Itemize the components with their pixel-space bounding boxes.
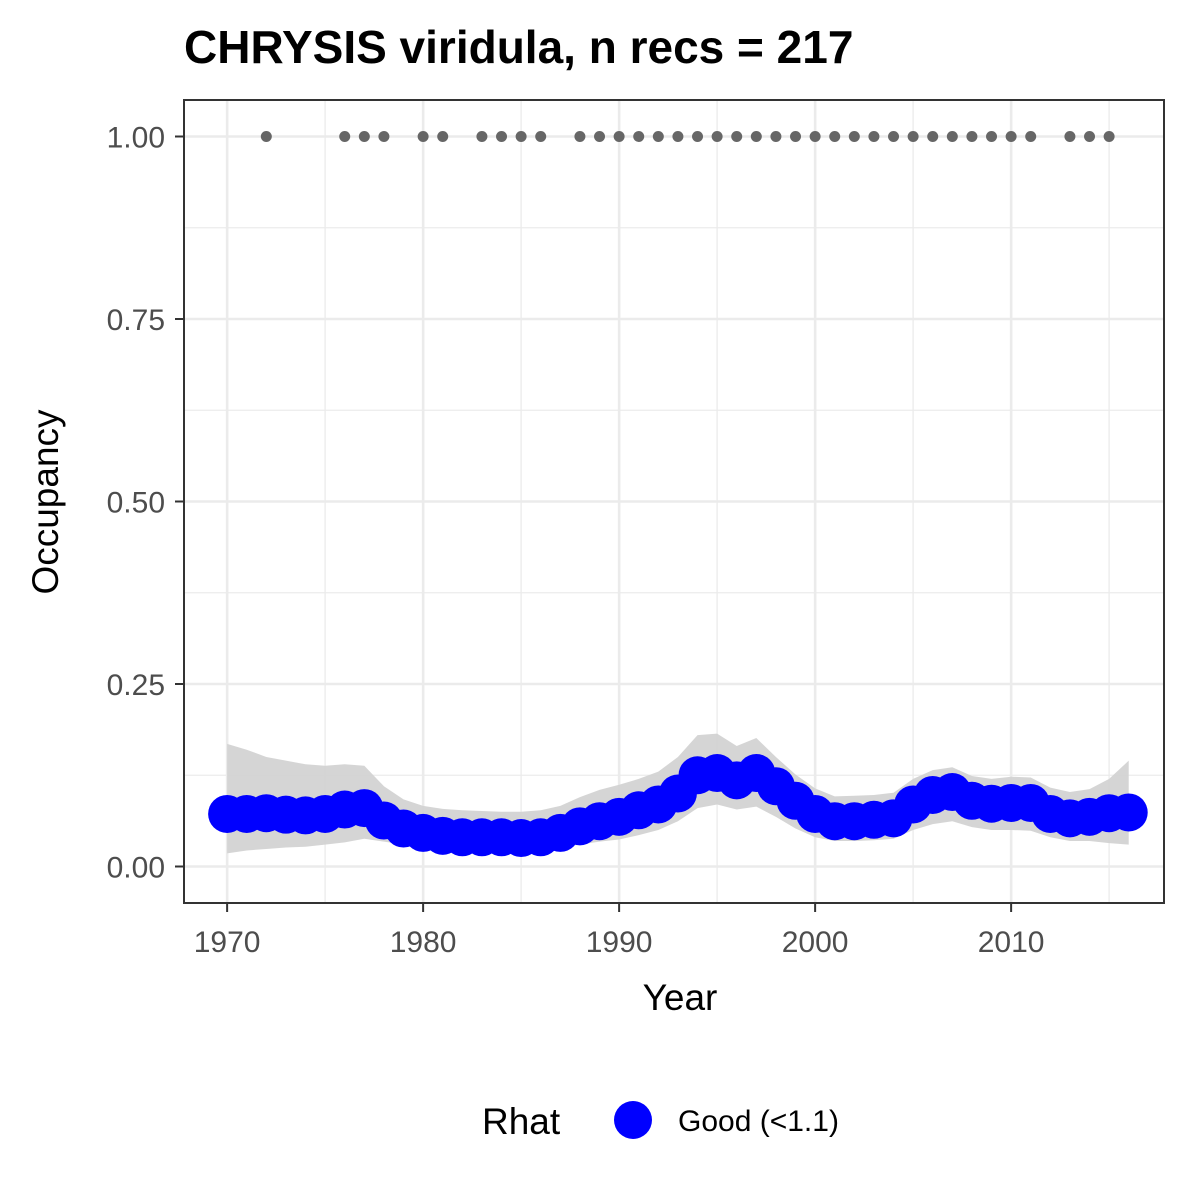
record-point xyxy=(907,131,919,142)
occupancy-series xyxy=(208,754,1148,858)
legend-marker-good xyxy=(614,1101,652,1139)
record-point xyxy=(750,131,762,142)
record-point xyxy=(692,131,704,142)
record-point xyxy=(652,131,664,142)
y-axis-title: Occupancy xyxy=(25,409,66,595)
record-point xyxy=(574,131,586,142)
record-point xyxy=(1005,131,1017,142)
y-tick-label: 0.75 xyxy=(107,304,165,337)
legend-label-good: Good (<1.1) xyxy=(678,1105,839,1138)
record-point xyxy=(711,131,723,142)
x-tick-label: 2000 xyxy=(782,926,849,959)
chart-title: CHRYSIS viridula, n recs = 217 xyxy=(184,21,853,73)
record-point xyxy=(829,131,841,142)
record-point xyxy=(594,131,606,142)
record-point xyxy=(417,131,429,142)
record-point xyxy=(378,131,390,142)
record-point xyxy=(946,131,958,142)
record-point xyxy=(633,131,645,142)
record-point xyxy=(515,131,527,142)
record-point xyxy=(496,131,508,142)
record-point xyxy=(1025,131,1037,142)
y-tick-label: 0.25 xyxy=(107,669,165,702)
record-point xyxy=(848,131,860,142)
record-point xyxy=(790,131,802,142)
record-point xyxy=(260,131,272,142)
y-tick-label: 0.50 xyxy=(107,487,165,520)
record-point xyxy=(966,131,978,142)
x-tick-label: 2010 xyxy=(978,926,1045,959)
record-point xyxy=(770,131,782,142)
record-point xyxy=(1103,131,1115,142)
occupancy-point xyxy=(1109,793,1148,832)
x-tick-label: 1980 xyxy=(390,926,457,959)
legend: Rhat Good (<1.1) xyxy=(482,1101,839,1142)
record-point xyxy=(888,131,900,142)
legend-title: Rhat xyxy=(482,1101,561,1142)
record-point xyxy=(358,131,370,142)
record-point xyxy=(868,131,880,142)
record-point xyxy=(672,131,684,142)
x-axis-title: Year xyxy=(643,977,718,1018)
record-point xyxy=(613,131,625,142)
record-point xyxy=(476,131,488,142)
record-point xyxy=(927,131,939,142)
record-points xyxy=(260,131,1115,142)
x-tick-label: 1970 xyxy=(194,926,261,959)
record-point xyxy=(339,131,351,142)
y-tick-label: 1.00 xyxy=(107,122,165,155)
record-point xyxy=(1064,131,1076,142)
record-point xyxy=(437,131,449,142)
axes: 1970 1980 1990 2000 2010 0.00 0.25 0.50 0.75 1.00 xyxy=(107,122,1045,960)
record-point xyxy=(731,131,743,142)
y-tick-label: 0.00 xyxy=(107,852,165,885)
record-point xyxy=(809,131,821,142)
x-tick-label: 1990 xyxy=(586,926,653,959)
record-point xyxy=(535,131,547,142)
record-point xyxy=(986,131,998,142)
record-point xyxy=(1084,131,1096,142)
